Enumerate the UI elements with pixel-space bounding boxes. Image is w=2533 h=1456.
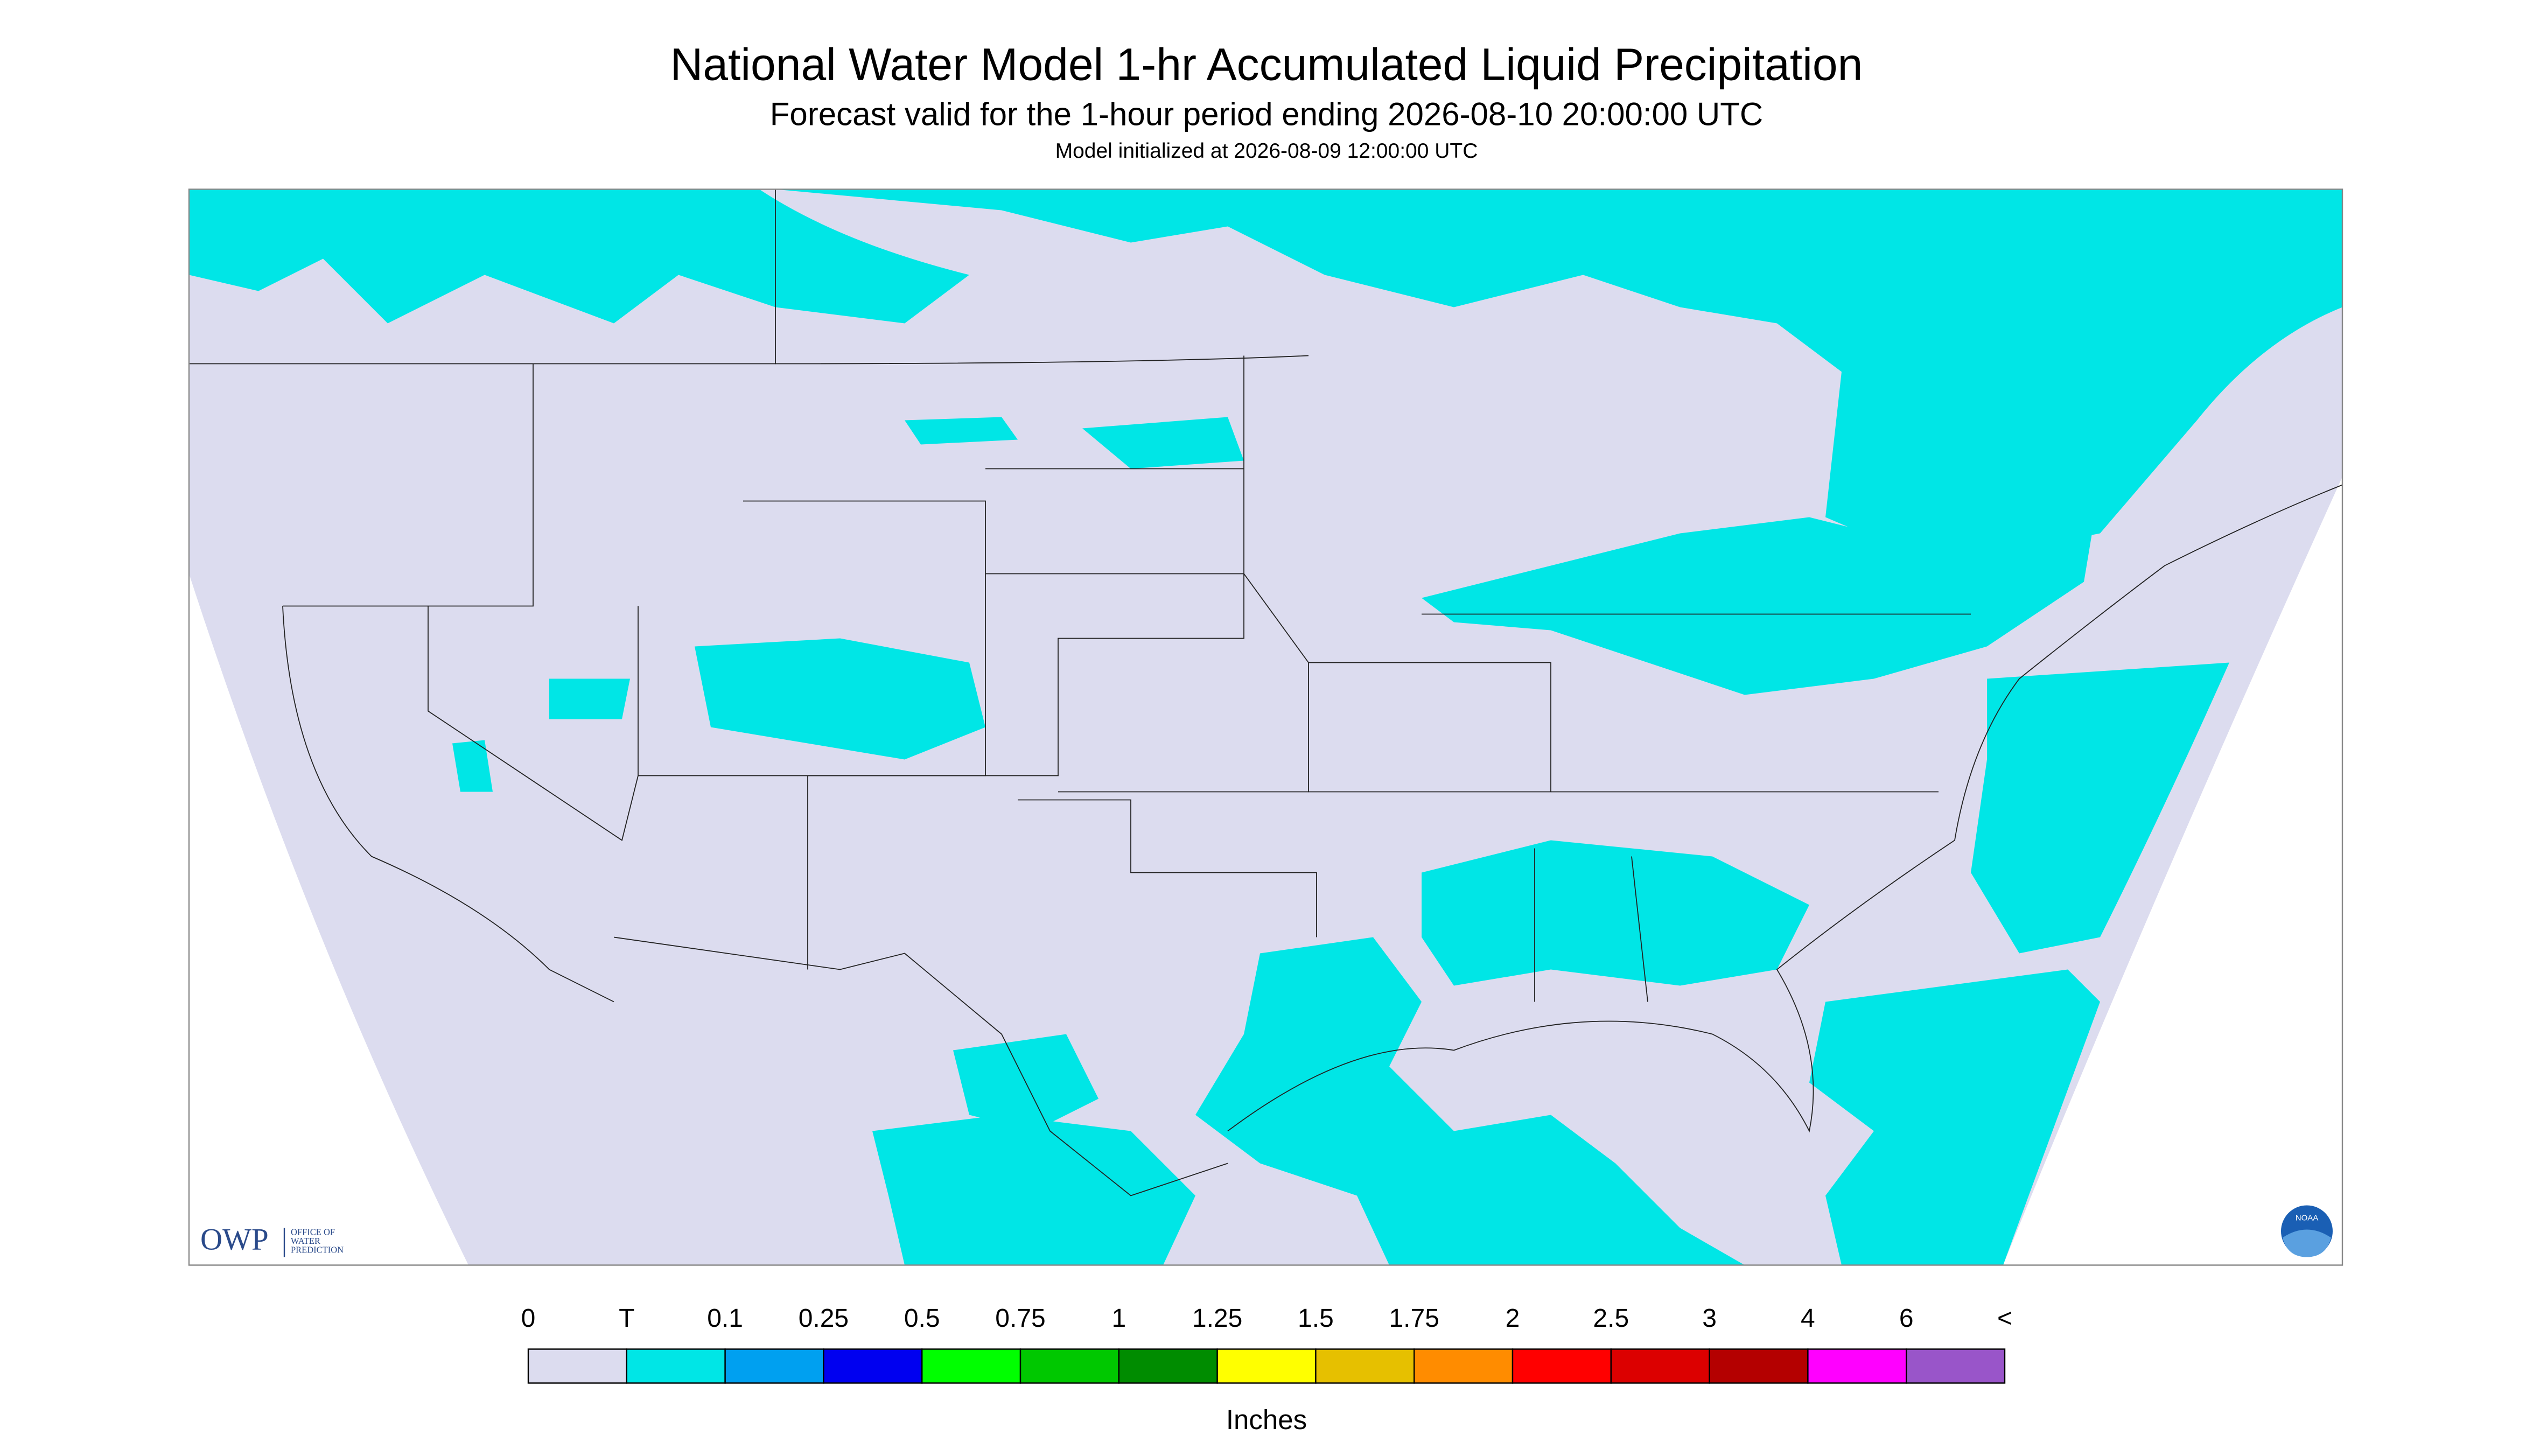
legend-swatch (1610, 1348, 1710, 1384)
legend-swatch (1216, 1348, 1317, 1384)
legend-label: 0.75 (995, 1304, 1045, 1333)
legend-label: 2.5 (1593, 1304, 1629, 1333)
projection-domain (189, 189, 2342, 1265)
legend: 0 T 0.1 0.25 0.5 0.75 1 1.25 1.5 1.75 2 2.5 3 4 6 < (521, 1304, 2012, 1384)
subtitle: Forecast valid for the 1-hour period end… (770, 96, 1763, 132)
legend-label: 3 (1702, 1304, 1717, 1333)
legend-swatch (1905, 1348, 2006, 1384)
legend-label: 4 (1801, 1304, 1815, 1333)
noaa-logo: NOAA (2281, 1205, 2333, 1257)
legend-swatch (921, 1348, 1021, 1384)
legend-label: T (619, 1304, 634, 1333)
legend-label: 0 (521, 1304, 536, 1333)
legend-swatch (724, 1348, 824, 1384)
noaa-wave (2283, 1229, 2331, 1257)
legend-swatch (1315, 1348, 1415, 1384)
legend-label: 2 (1506, 1304, 1520, 1333)
legend-label: 0.5 (904, 1304, 940, 1333)
legend-label: 6 (1899, 1304, 1914, 1333)
legend-label: 1.75 (1389, 1304, 1439, 1333)
legend-label: 0.25 (799, 1304, 849, 1333)
legend-swatch (823, 1348, 923, 1384)
owp-name-line: WATER (291, 1236, 320, 1246)
legend-swatch (1019, 1348, 1120, 1384)
legend-swatch (1414, 1348, 1514, 1384)
legend-label: 1 (1111, 1304, 1126, 1333)
legend-label: < (1997, 1304, 2012, 1333)
title: National Water Model 1-hr Accumulated Li… (670, 39, 1863, 90)
legend-swatch (1807, 1348, 1907, 1384)
legend-label: 0.1 (707, 1304, 743, 1333)
init-time: Model initialized at 2026-08-09 12:00:00… (1055, 139, 1478, 163)
legend-label: 1.5 (1298, 1304, 1334, 1333)
precip-areas (189, 189, 2342, 1265)
legend-swatch (1118, 1348, 1218, 1384)
legend-swatch (1709, 1348, 1809, 1384)
owp-name-line: OFFICE OF (291, 1227, 335, 1237)
noaa-text: NOAA (2296, 1213, 2319, 1222)
legend-swatch (527, 1348, 628, 1384)
legend-swatch (626, 1348, 726, 1384)
legend-unit: Inches (1226, 1404, 1307, 1435)
owp-name-line: PREDICTION (291, 1244, 344, 1255)
boundaries (189, 189, 2342, 1196)
legend-swatch (1512, 1348, 1612, 1384)
map-frame (188, 188, 2343, 1266)
owp-logo-text: OWP (200, 1223, 269, 1257)
legend-label: 1.25 (1192, 1304, 1242, 1333)
